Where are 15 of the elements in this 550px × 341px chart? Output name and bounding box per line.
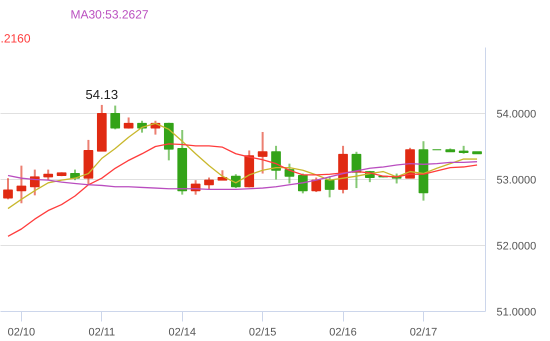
y-tick-label: 53.0000	[496, 174, 536, 186]
y-tick-label: 51.0000	[496, 306, 536, 318]
x-tick-label: 02/10	[8, 326, 36, 338]
x-tick-label: 02/17	[410, 326, 438, 338]
annotation: 54.13	[86, 86, 118, 102]
x-tick-label: 02/15	[248, 326, 276, 338]
x-tick-label: 02/11	[88, 326, 116, 338]
text: MA30:53.2627	[70, 8, 149, 22]
line-series	[7, 122, 478, 210]
y-tick-label: 54.0000	[496, 108, 536, 120]
x-tick-label: 02/14	[168, 326, 196, 338]
line-series	[7, 143, 478, 237]
y-tick-label: 52.0000	[496, 240, 536, 252]
text: .2160	[0, 32, 31, 46]
x-tick-label: 02/16	[329, 326, 357, 338]
